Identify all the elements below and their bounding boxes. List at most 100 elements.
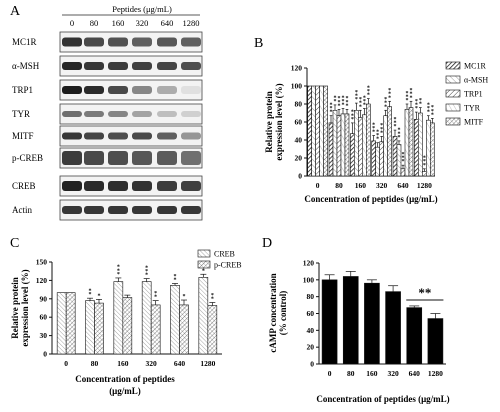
bar xyxy=(385,291,401,365)
x-tick-label: 1280 xyxy=(428,369,443,378)
significance-mark: * xyxy=(89,289,92,295)
x-tick-label: 0 xyxy=(328,369,332,378)
bar xyxy=(404,109,410,177)
significance-mark: * xyxy=(89,292,92,298)
y-tick-label: 60 xyxy=(295,118,303,127)
bar xyxy=(387,106,392,177)
significance-mark: * xyxy=(367,85,370,91)
bar xyxy=(375,146,380,177)
significance-mark: * xyxy=(406,91,409,97)
significance-mark: * xyxy=(402,156,405,162)
y-tick-label: 100 xyxy=(303,275,315,284)
y-tick-label: 80 xyxy=(295,100,303,109)
bar xyxy=(383,115,388,177)
bar xyxy=(414,119,419,177)
bar xyxy=(170,285,180,355)
significance-mark: * xyxy=(410,95,413,101)
blot-band xyxy=(181,111,201,117)
blot-band xyxy=(132,111,152,117)
significance-mark: * xyxy=(330,110,333,116)
significance-mark: * xyxy=(406,98,409,104)
legend-swatch xyxy=(445,117,461,126)
bar xyxy=(336,115,342,177)
blot-band xyxy=(157,181,177,191)
blot-band xyxy=(132,62,152,70)
significance-mark: * xyxy=(406,94,409,100)
blot-row-label: MITF xyxy=(12,131,34,141)
y-axis-label: Relative proteinexpression level (%) xyxy=(10,269,30,346)
y-tick-label: 40 xyxy=(307,326,315,335)
x-tick-label: 80 xyxy=(347,369,355,378)
legend-swatch xyxy=(445,75,461,84)
blot-band xyxy=(108,206,128,214)
legend-label: MITF xyxy=(464,118,484,127)
blot-band xyxy=(108,132,128,140)
blot-strip xyxy=(59,79,203,101)
bar xyxy=(342,276,359,365)
significance-mark: * xyxy=(98,293,101,299)
blot-band xyxy=(62,181,82,191)
significance-mark: * xyxy=(117,268,120,274)
blot-strip xyxy=(59,31,203,53)
x-tick-label: 1280 xyxy=(200,359,215,368)
significance-mark: * xyxy=(351,110,354,116)
blot-band xyxy=(62,62,82,70)
significance-mark: * xyxy=(388,95,391,101)
x-axis-label: Concentration of peptides (μg/mL) xyxy=(316,394,449,404)
bar xyxy=(344,113,350,177)
blot-band xyxy=(181,151,201,165)
significance-label: ** xyxy=(418,285,431,300)
bar xyxy=(379,141,384,177)
significance-mark: * xyxy=(211,296,214,302)
bar xyxy=(113,281,124,355)
blot-band xyxy=(181,206,201,214)
significance-mark: * xyxy=(342,95,345,101)
bar xyxy=(426,119,431,177)
blot-strip xyxy=(59,103,203,125)
blot-band xyxy=(181,37,201,47)
legend-label: p-CREB xyxy=(214,261,242,270)
significance-mark: * xyxy=(427,106,430,112)
blot-conc-label: 320 xyxy=(136,18,149,28)
legend-swatch xyxy=(445,61,461,70)
y-tick-label: 0 xyxy=(298,172,302,181)
bar xyxy=(207,305,218,355)
bar xyxy=(408,107,414,177)
bar xyxy=(406,307,423,365)
blot-band xyxy=(157,37,177,47)
significance-mark: * xyxy=(351,117,354,123)
significance-mark: * xyxy=(431,109,434,115)
significance-mark: * xyxy=(355,90,358,96)
significance-mark: * xyxy=(342,99,345,105)
x-axis-unit: (μg/mL) xyxy=(109,386,141,396)
significance-mark: * xyxy=(174,277,177,283)
blot-strip xyxy=(59,125,203,147)
x-tick-label: 160 xyxy=(355,181,367,190)
legend-label: CREB xyxy=(214,250,235,259)
blot-band xyxy=(132,86,152,94)
blot-band xyxy=(132,132,152,140)
blot-band xyxy=(157,132,177,140)
significance-mark: * xyxy=(342,103,345,109)
bar xyxy=(392,136,398,177)
significance-mark: * xyxy=(359,101,362,107)
significance-mark: * xyxy=(394,124,397,130)
blot-band xyxy=(108,111,128,117)
bar xyxy=(371,140,376,177)
significance-mark: * xyxy=(384,97,387,103)
legend-swatch xyxy=(445,89,461,98)
blot-band xyxy=(84,151,104,165)
legend-label: TYR xyxy=(464,104,481,113)
significance-mark: * xyxy=(423,156,426,162)
significance-mark: * xyxy=(410,88,413,94)
panel-letter-d: D xyxy=(262,236,272,251)
significance-mark: * xyxy=(384,104,387,110)
x-tick-label: 640 xyxy=(409,369,421,378)
blot-row-label: α-MSH xyxy=(12,61,40,71)
significance-mark: * xyxy=(394,117,397,123)
x-tick-label: 0 xyxy=(64,359,68,368)
bar xyxy=(422,171,427,177)
legend-label: MC1R xyxy=(464,62,486,71)
significance-mark: * xyxy=(117,272,120,278)
significance-mark: * xyxy=(402,159,405,165)
